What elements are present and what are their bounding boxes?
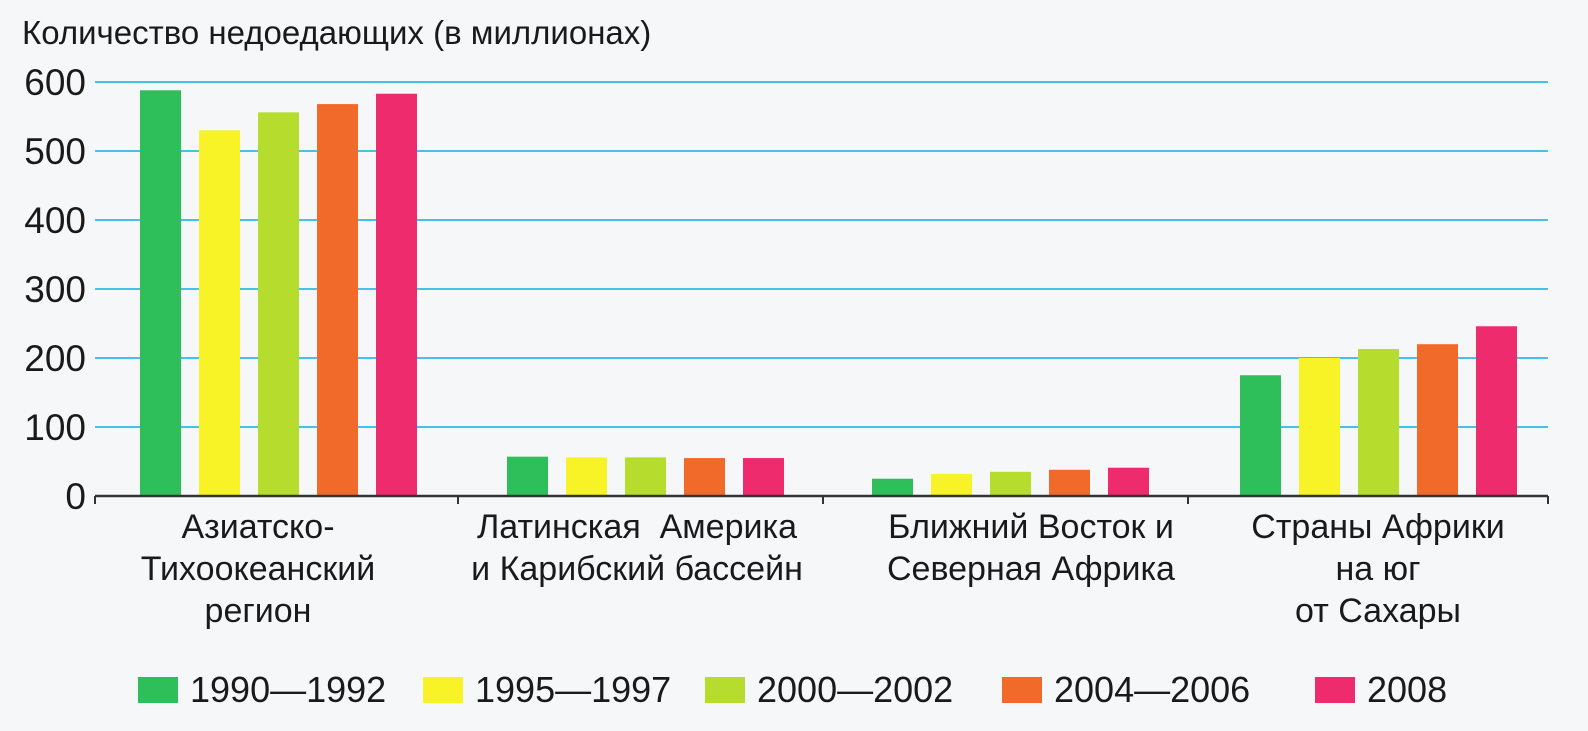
bar xyxy=(1108,467,1149,496)
x-axis xyxy=(94,494,1549,504)
legend-label: 1995—1997 xyxy=(475,669,671,710)
bar xyxy=(1358,349,1399,496)
bar xyxy=(990,471,1031,496)
y-tick-label: 200 xyxy=(24,338,86,379)
bar xyxy=(1299,358,1340,496)
legend-label: 1990—1992 xyxy=(190,669,386,710)
bar xyxy=(684,458,725,496)
legend-label: 2000—2002 xyxy=(757,669,953,710)
bar xyxy=(1049,469,1090,496)
bar xyxy=(1240,375,1281,496)
y-tick-label: 300 xyxy=(24,269,86,310)
legend-label: 2008 xyxy=(1367,669,1447,710)
bar xyxy=(140,90,181,496)
category-label: Латинская Америка и Карибский бассейн xyxy=(471,508,803,588)
y-tick-labels: 0 100 200 300 400 500 600 xyxy=(24,62,86,517)
legend-label: 2004—2006 xyxy=(1054,669,1250,710)
bar xyxy=(743,458,784,496)
bar xyxy=(507,456,548,496)
legend: 1990—1992 1995—1997 2000—2002 2004—2006 2008 xyxy=(138,669,1447,710)
bar xyxy=(566,457,607,496)
legend-swatch xyxy=(705,677,745,703)
category-label: Ближний Восток и Северная Африка xyxy=(887,508,1175,588)
y-tick-label: 100 xyxy=(24,407,86,448)
bar xyxy=(1417,344,1458,496)
y-axis-label: Количество недоедающих (в миллионах) xyxy=(22,14,651,51)
bar xyxy=(625,457,666,496)
legend-swatch xyxy=(1002,677,1042,703)
legend-swatch xyxy=(1315,677,1355,703)
bar xyxy=(317,104,358,496)
category-label: Азиатско-Тихоокеанский регион xyxy=(141,508,375,630)
bar xyxy=(1476,326,1517,496)
bar xyxy=(199,130,240,497)
bar xyxy=(258,112,299,497)
y-tick-label: 400 xyxy=(24,200,86,241)
y-tick-label: 0 xyxy=(65,476,86,517)
category-label: Страны Африки на юг от Сахары xyxy=(1251,508,1504,630)
y-tick-label: 600 xyxy=(24,62,86,103)
y-tick-label: 500 xyxy=(24,131,86,172)
bars xyxy=(140,90,1517,497)
legend-swatch xyxy=(138,677,178,703)
category-labels: Азиатско-Тихоокеанский регион Латинская Ам… xyxy=(141,508,1505,630)
legend-swatch xyxy=(423,677,463,703)
bar xyxy=(931,473,972,496)
bar xyxy=(872,478,913,496)
bar xyxy=(376,93,417,496)
